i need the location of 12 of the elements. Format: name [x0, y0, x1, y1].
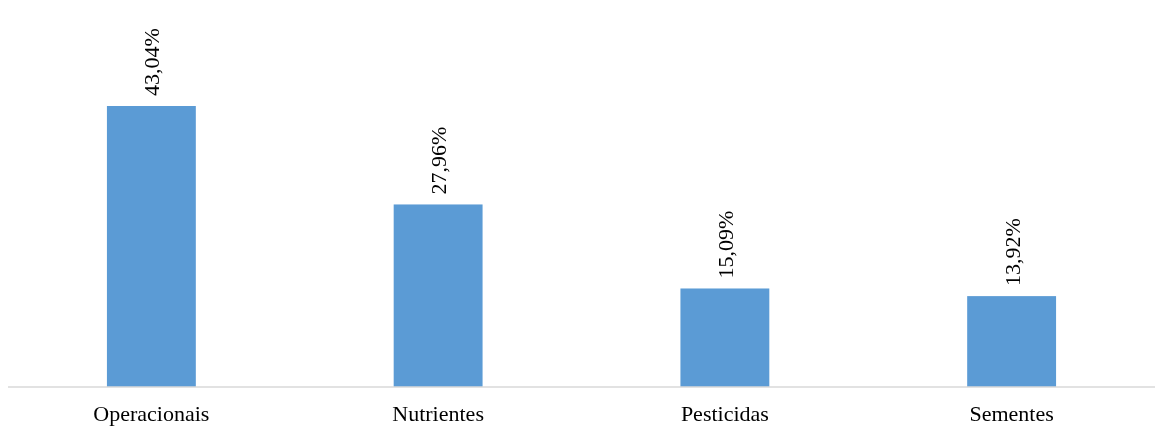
bar — [967, 296, 1057, 387]
data-label: 43,04% — [139, 28, 165, 96]
bar — [393, 204, 483, 387]
data-label: 13,92% — [999, 218, 1025, 287]
data-label: 15,09% — [712, 210, 738, 279]
x-tick-label: Operacionais — [93, 401, 210, 426]
x-tick-label: Sementes — [969, 401, 1054, 426]
bar — [106, 106, 196, 387]
bar — [680, 288, 770, 387]
x-tick-label: Nutrientes — [392, 401, 484, 426]
data-label: 27,96% — [426, 126, 452, 195]
x-tick-label: Pesticidas — [680, 401, 769, 426]
